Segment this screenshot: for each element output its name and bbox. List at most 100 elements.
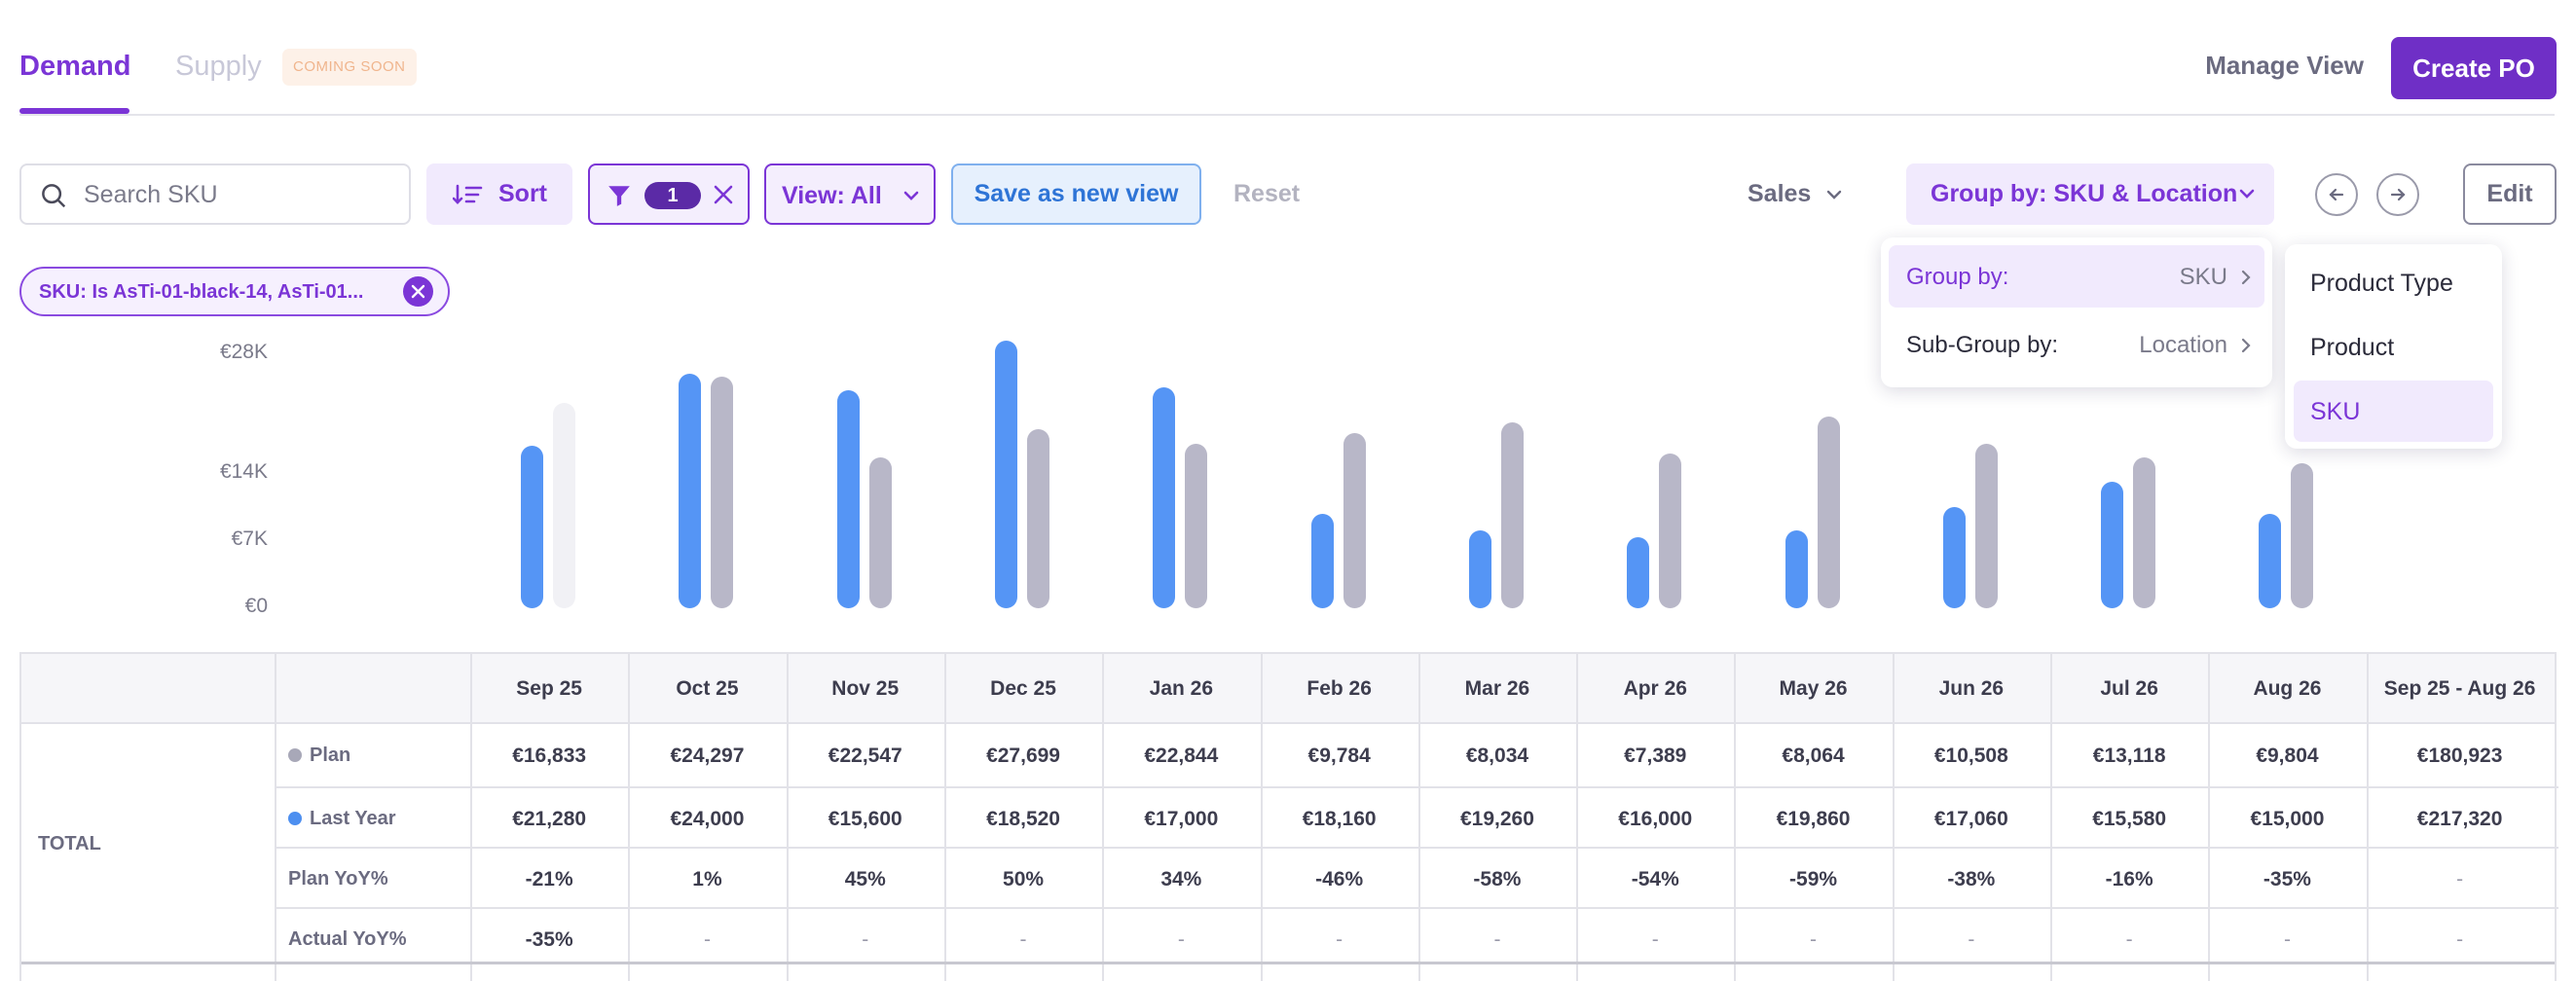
plan-bar[interactable] xyxy=(2101,481,2124,608)
edit-button[interactable]: Edit xyxy=(2463,164,2557,225)
last-year-bar[interactable] xyxy=(711,376,734,608)
table-cell[interactable]: €8,064 xyxy=(1782,745,1845,767)
table-cell: 1% xyxy=(692,868,722,890)
table-cell[interactable]: €24,000 xyxy=(670,808,745,830)
column-header[interactable]: Aug 26 xyxy=(2253,677,2322,700)
table-cell[interactable]: €24,297 xyxy=(670,745,745,767)
table-cell: - xyxy=(1019,928,1027,951)
last-year-bar[interactable] xyxy=(1343,432,1366,608)
arrow-right-icon xyxy=(2390,188,2406,201)
last-year-bar[interactable] xyxy=(2133,457,2156,608)
column-header[interactable]: Nov 25 xyxy=(831,677,900,700)
chevron-down-icon xyxy=(1826,190,1842,200)
last-year-bar[interactable] xyxy=(1659,454,1682,608)
last-year-bar[interactable] xyxy=(1500,421,1524,608)
column-header[interactable]: Sep 25 xyxy=(516,677,582,700)
plan-bar[interactable] xyxy=(1310,513,1334,608)
metric-selector[interactable]: Sales xyxy=(1748,180,1842,208)
tab-demand[interactable]: Demand xyxy=(19,51,131,82)
manage-view-button[interactable]: Manage View xyxy=(2205,51,2364,80)
table-cell: -21% xyxy=(525,868,573,890)
table-cell[interactable]: €18,520 xyxy=(986,808,1060,830)
arrow-left-icon xyxy=(2329,188,2344,201)
plan-bar[interactable] xyxy=(1468,530,1491,608)
column-header[interactable]: Dec 25 xyxy=(990,677,1056,700)
plan-bar[interactable] xyxy=(679,373,702,608)
table-cell[interactable]: €7,389 xyxy=(1624,745,1687,767)
submenu-item-label: Product xyxy=(2310,334,2395,361)
table-cell[interactable]: €17,000 xyxy=(1144,808,1219,830)
table-cell: 45% xyxy=(844,868,886,890)
create-po-button[interactable]: Create PO xyxy=(2391,37,2557,99)
last-year-bar[interactable] xyxy=(1185,444,1208,608)
column-header[interactable]: Feb 26 xyxy=(1306,677,1372,700)
last-year-bar[interactable] xyxy=(2291,463,2314,608)
sub-group-by-option[interactable]: Sub-Group by: Location xyxy=(1889,313,2264,376)
group-by-button[interactable]: Group by: SKU & Location xyxy=(1906,164,2274,225)
plan-bar[interactable] xyxy=(1942,506,1966,608)
plan-bar[interactable] xyxy=(1627,536,1650,608)
previous-period-button[interactable] xyxy=(2315,173,2358,216)
table-cell[interactable]: €10,508 xyxy=(1933,745,2008,767)
table-cell[interactable]: €13,118 xyxy=(2092,745,2166,767)
table-cell[interactable]: €19,260 xyxy=(1459,808,1534,830)
search-input[interactable] xyxy=(84,175,395,214)
last-year-bar[interactable] xyxy=(1817,416,1840,608)
plan-bar[interactable] xyxy=(2259,513,2282,608)
table-cell[interactable]: €18,160 xyxy=(1302,808,1377,830)
sku-filter-chip[interactable]: SKU: Is AsTi-01-black-14, AsTi-01... xyxy=(19,267,450,316)
table-cell[interactable]: €8,034 xyxy=(1465,745,1529,767)
last-year-bar[interactable] xyxy=(553,402,576,608)
submenu-item-product-type[interactable]: Product Type xyxy=(2294,252,2493,313)
table-cell[interactable]: €17,060 xyxy=(1933,808,2008,830)
close-icon xyxy=(411,284,425,299)
column-header[interactable]: May 26 xyxy=(1779,677,1848,700)
column-header[interactable]: Mar 26 xyxy=(1464,677,1530,700)
submenu-item-product[interactable]: Product xyxy=(2294,316,2493,378)
table-cell[interactable]: €27,699 xyxy=(986,745,1060,767)
table-cell[interactable]: €22,844 xyxy=(1144,745,1219,767)
column-header[interactable]: Jul 26 xyxy=(2100,677,2158,700)
table-cell[interactable]: €15,580 xyxy=(2092,808,2167,830)
row-label: Actual YoY% xyxy=(288,928,407,950)
table-cell: -16% xyxy=(2105,868,2153,890)
last-year-bar[interactable] xyxy=(1027,429,1050,608)
row-label: Plan YoY% xyxy=(288,868,388,890)
column-header[interactable]: Jan 26 xyxy=(1149,677,1214,700)
plan-bar[interactable] xyxy=(1153,387,1176,608)
tab-supply[interactable]: Supply xyxy=(175,51,262,82)
column-header[interactable]: Apr 26 xyxy=(1623,677,1687,700)
table-cell: - xyxy=(1493,928,1501,951)
table-cell[interactable]: €15,600 xyxy=(828,808,902,830)
plan-bar[interactable] xyxy=(995,341,1018,608)
save-as-new-view-button[interactable]: Save as new view xyxy=(951,164,1201,225)
clear-filter-icon[interactable] xyxy=(713,184,734,205)
table-cell[interactable]: €21,280 xyxy=(512,808,587,830)
next-period-button[interactable] xyxy=(2376,173,2419,216)
column-divider xyxy=(1260,654,1263,981)
table-cell[interactable]: €22,547 xyxy=(828,745,902,767)
submenu-item-sku[interactable]: SKU xyxy=(2294,381,2493,442)
table-cell[interactable]: €16,833 xyxy=(512,745,587,767)
last-year-bar[interactable] xyxy=(1974,443,1998,608)
sort-button[interactable]: Sort xyxy=(426,164,572,225)
plan-bar[interactable] xyxy=(1785,530,1808,608)
view-selector[interactable]: View: All xyxy=(764,164,936,225)
submenu-item-label: Product Type xyxy=(2310,270,2453,297)
column-header[interactable]: Sep 25 - Aug 26 xyxy=(2383,677,2536,700)
plan-bar[interactable] xyxy=(836,390,860,608)
table-cell[interactable]: €19,860 xyxy=(1776,808,1851,830)
table-cell[interactable]: €9,784 xyxy=(1307,745,1371,767)
table-cell[interactable]: €16,000 xyxy=(1618,808,1693,830)
search-icon xyxy=(42,184,66,208)
plan-bar[interactable] xyxy=(521,446,544,608)
reset-button[interactable]: Reset xyxy=(1233,180,1301,207)
remove-filter-button[interactable] xyxy=(403,276,433,307)
table-cell[interactable]: €15,000 xyxy=(2250,808,2325,830)
column-header[interactable]: Jun 26 xyxy=(1938,677,2005,700)
table-cell[interactable]: €9,804 xyxy=(2256,745,2319,767)
group-by-option[interactable]: Group by: SKU xyxy=(1889,245,2264,308)
last-year-bar[interactable] xyxy=(868,457,892,608)
column-header[interactable]: Oct 25 xyxy=(676,677,739,700)
filter-button[interactable]: 1 xyxy=(588,164,750,225)
